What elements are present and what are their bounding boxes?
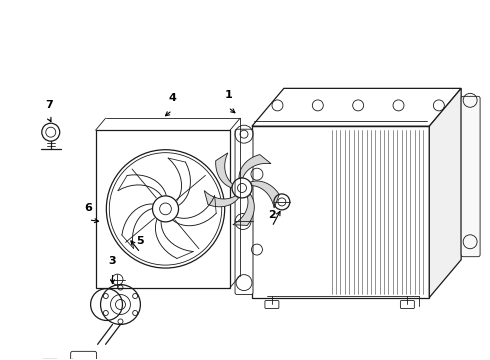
Polygon shape <box>204 190 239 207</box>
Text: 5: 5 <box>137 236 144 246</box>
FancyBboxPatch shape <box>71 351 97 360</box>
Text: 1: 1 <box>224 90 232 100</box>
Polygon shape <box>233 194 254 225</box>
Text: 2: 2 <box>268 210 276 220</box>
FancyBboxPatch shape <box>461 96 480 257</box>
Polygon shape <box>250 181 279 208</box>
Bar <box>96 130 230 288</box>
FancyBboxPatch shape <box>235 129 253 294</box>
Polygon shape <box>239 154 271 178</box>
FancyBboxPatch shape <box>41 359 59 360</box>
Polygon shape <box>216 153 232 188</box>
Polygon shape <box>252 88 461 126</box>
Text: 3: 3 <box>109 256 116 266</box>
Text: 4: 4 <box>169 93 176 103</box>
Polygon shape <box>252 126 429 298</box>
Text: 6: 6 <box>85 203 93 213</box>
Polygon shape <box>429 88 461 298</box>
Text: 7: 7 <box>45 100 52 110</box>
